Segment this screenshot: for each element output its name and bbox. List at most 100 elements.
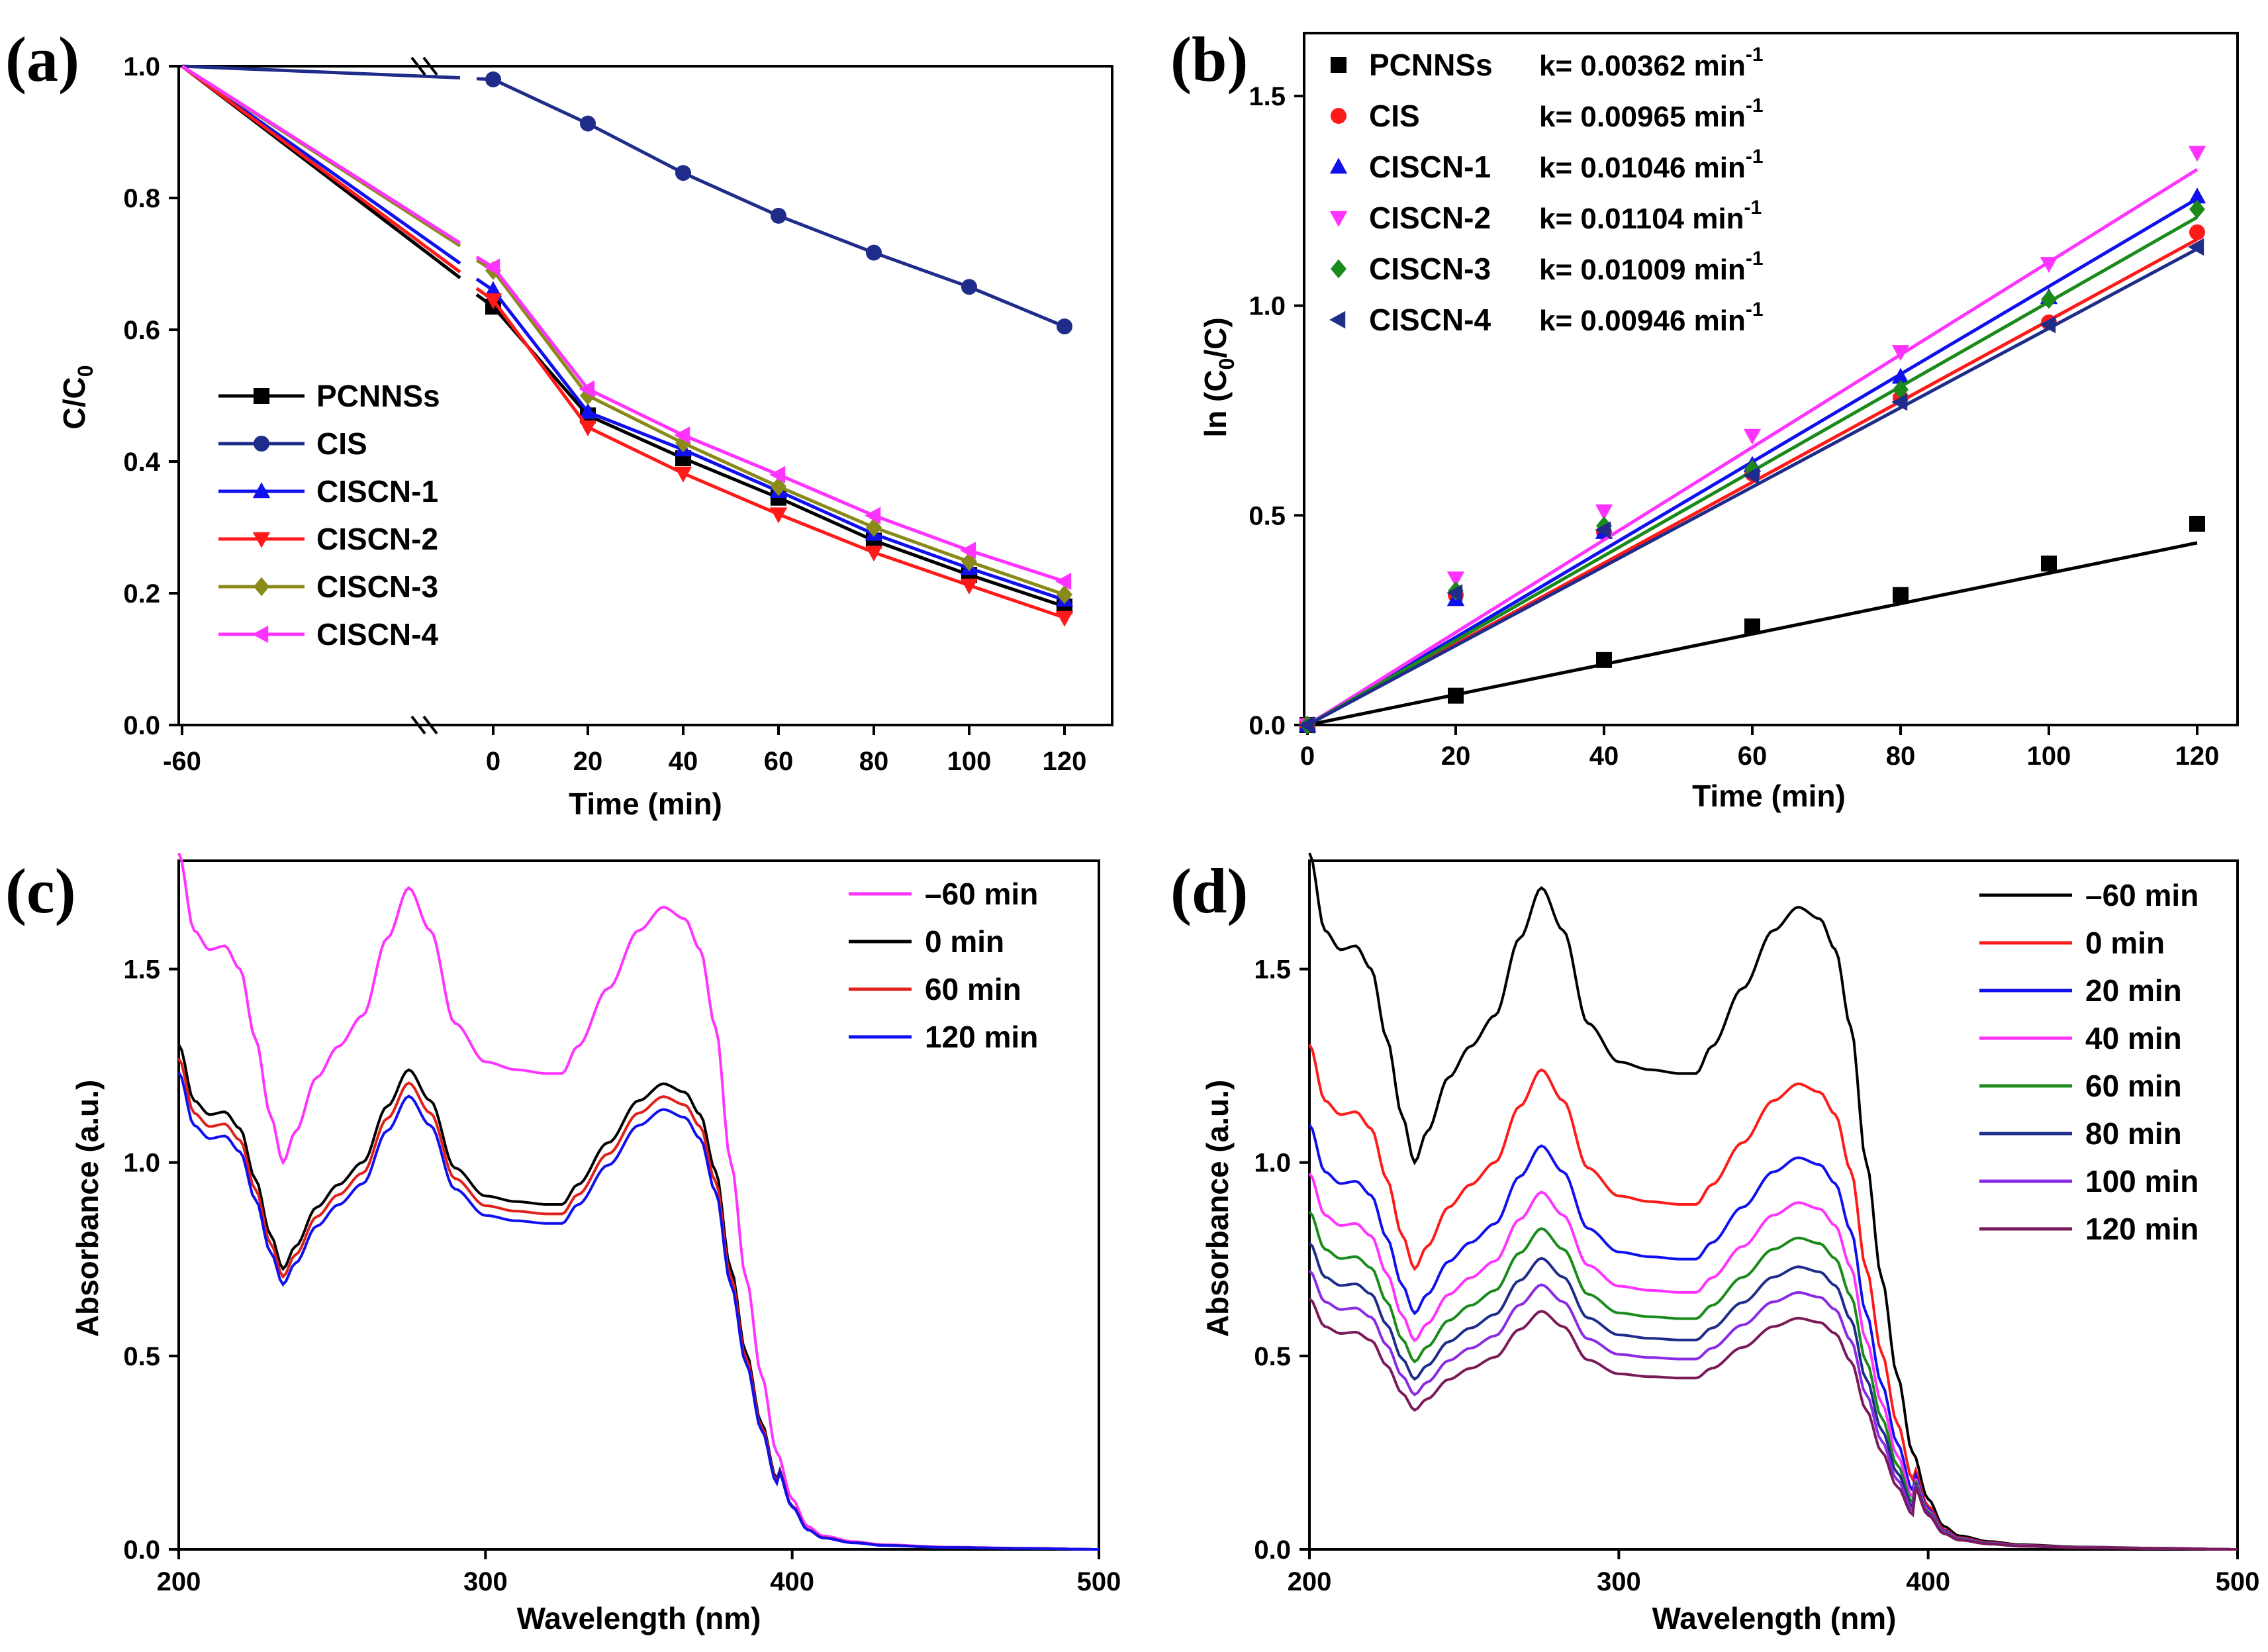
legend-label-ciscn-2: CISCN-2 (1369, 201, 1491, 235)
legend-label-pcnnss: PCNNSs (316, 379, 440, 413)
legend-label-ciscn-1: CISCN-1 (1369, 150, 1491, 184)
panel-a-x-tick-label: 0 (486, 747, 500, 776)
panel-a-ticks: -60 0 20 40 60 80 100 120 0.0 0.2 0.4 0.6 0.8 1.0 (123, 52, 1086, 776)
panel-a-line-ciscn-4 (475, 256, 1065, 583)
panel-a-point-cis (580, 115, 596, 132)
legend-marker-ciscn-1 (1329, 158, 1348, 174)
legend-marker-ciscn-4 (252, 625, 269, 644)
panel-b-x-tick-label: 100 (2027, 742, 2071, 771)
legend-marker-ciscn-3 (254, 577, 269, 597)
panel-c-y-tick-label: 1.5 (123, 955, 160, 985)
panel-c-plot-frame (177, 859, 1100, 1551)
panel-a-y-tick-label: 0.4 (123, 448, 160, 477)
legend-marker-ciscn-3 (1331, 259, 1347, 279)
panel-b-point-pcnnss (2189, 516, 2205, 532)
panel-c-label: (c) (5, 855, 76, 926)
panel-a-point-ciscn-4 (960, 542, 976, 559)
legend-k-value: k= 0.01009 min (1539, 254, 1746, 286)
panel-b-x-tick-label: 20 (1441, 742, 1471, 771)
panel-b-series-ciscn-4 (1298, 238, 2204, 734)
legend-label-60-min: 60 min (925, 972, 1021, 1006)
panel-a-line-cis (181, 64, 461, 80)
panel-a-x-tick-label: 120 (1043, 747, 1087, 776)
panel-a-point-ciscn-4 (865, 507, 881, 524)
panel-b-point-ciscn-2 (2188, 146, 2206, 162)
panel-d: (d) 200 300 400 500 0.0 0.5 1.0 1.5 Wavelength … (1170, 852, 2259, 1635)
panel-b-point-ciscn-1 (1891, 367, 1910, 384)
panel-d-x-tick-label: 300 (1597, 1567, 1641, 1596)
panel-a-point-ciscn-4 (769, 465, 786, 484)
legend-label-60-min: –60 min (925, 877, 1038, 911)
legend-k-value: k= 0.01046 min (1539, 152, 1746, 184)
panel-c-curve-120-min (177, 1071, 1099, 1551)
legend-marker-ciscn-2 (1329, 211, 1348, 227)
panel-c-curve-60-min (177, 1057, 1099, 1551)
panel-b-point-ciscn-2 (1595, 504, 1613, 520)
panel-a-point-ciscn-2 (484, 293, 502, 310)
panel-a-line-ciscn-2 (181, 64, 461, 273)
panel-b-point-ciscn-4 (1298, 716, 1315, 734)
panel-a-line-ciscn-4 (181, 64, 461, 245)
panel-a-y-tick-label: 0.2 (123, 579, 160, 608)
legend-k-unit-sup: -1 (1746, 44, 1764, 66)
panel-b-x-tick-label: 0 (1300, 742, 1315, 771)
panel-d-curve-80-min (1308, 1241, 2238, 1551)
legend-k-value: k= 0.01104 min (1539, 203, 1744, 235)
panel-a-point-cis (771, 207, 786, 224)
panel-a-series-pcnnss (181, 65, 1072, 614)
panel-a-x-axis-title: Time (min) (569, 787, 722, 821)
panel-a-point-ciscn-2 (769, 507, 788, 524)
legend-label-120-min: 120 min (2085, 1212, 2198, 1246)
legend-marker-ciscn-4 (1329, 311, 1346, 329)
panel-c-x-tick-label: 500 (1077, 1567, 1121, 1596)
panel-a-point-ciscn-2 (960, 578, 978, 595)
panel-a-point-ciscn-4 (579, 380, 595, 398)
panel-a-point-ciscn-2 (865, 546, 883, 562)
panel-d-y-tick-label: 1.0 (1254, 1149, 1291, 1178)
panel-b-series (1298, 146, 2206, 735)
legend-marker-ciscn-2 (252, 532, 271, 548)
legend-k-value: k= 0.00965 min (1539, 101, 1746, 133)
panel-b-point-pcnnss (2041, 556, 2057, 572)
panel-d-legend: –60 min 0 min 20 min 40 min 60 min 80 min 100 … (1979, 878, 2198, 1246)
panel-b-x-tick-label: 60 (1738, 742, 1768, 771)
panel-c-y-tick-label: 1.0 (123, 1149, 160, 1178)
panel-b-point-ciscn-4 (1891, 393, 1908, 411)
legend-k-ciscn-1: k= 0.01046 min-1 (1539, 146, 1764, 184)
legend-label-0-min: 0 min (2085, 926, 2165, 960)
panel-a-point-ciscn-2 (579, 420, 597, 437)
panel-d-y-tick-label: 1.5 (1254, 955, 1291, 985)
legend-marker-cis (254, 436, 269, 452)
panel-b-point-ciscn-3 (1893, 379, 1909, 399)
panel-a-series-ciscn-1 (181, 64, 1074, 607)
legend-label-cis: CIS (1369, 99, 1420, 133)
legend-marker-ciscn-1 (252, 482, 271, 499)
legend-k-unit-sup: -1 (1744, 197, 1762, 219)
svg-text:C/C0: C/C0 (57, 365, 97, 429)
panel-d-x-tick-label: 400 (1906, 1567, 1950, 1596)
panel-b-y-tick-label: 0.5 (1249, 501, 1286, 530)
panel-a-y-tick-label: 1.0 (123, 52, 160, 81)
panel-d-ticks: 200 300 400 500 0.0 0.5 1.0 1.5 (1254, 955, 2259, 1596)
panel-b-plot-frame (1303, 32, 2239, 726)
panel-a-label: (a) (5, 24, 79, 95)
legend-label-ciscn-4: CISCN-4 (1369, 303, 1491, 337)
panel-c-y-tick-label: 0.0 (123, 1535, 160, 1565)
legend-label-cis: CIS (316, 426, 367, 461)
panel-b-x-axis-title: Time (min) (1692, 779, 1846, 813)
panel-c-series (177, 852, 1099, 1551)
legend-marker-pcnnss (1331, 57, 1347, 73)
panel-b-ticks: 0 20 40 60 80 100 120 0.0 0.5 1.0 1.5 (1249, 82, 2219, 771)
legend-k-pcnnss: k= 0.00362 min-1 (1539, 44, 1764, 82)
panel-a-series (181, 64, 1074, 724)
panel-a-series-ciscn-4 (181, 64, 1072, 591)
panel-b: (b) 0 20 40 60 80 100 120 0.0 0.5 1.0 1.5 Time (mi… (1170, 24, 2239, 813)
panel-a-point-cis (1057, 318, 1072, 335)
panel-b-point-ciscn-1 (2188, 187, 2206, 204)
legend-label-ciscn-3: CISCN-3 (1369, 252, 1491, 286)
panel-b-point-ciscn-2 (1743, 428, 1762, 445)
panel-b-point-ciscn-3 (2189, 199, 2205, 219)
panel-c-y-tick-label: 0.5 (123, 1342, 160, 1371)
